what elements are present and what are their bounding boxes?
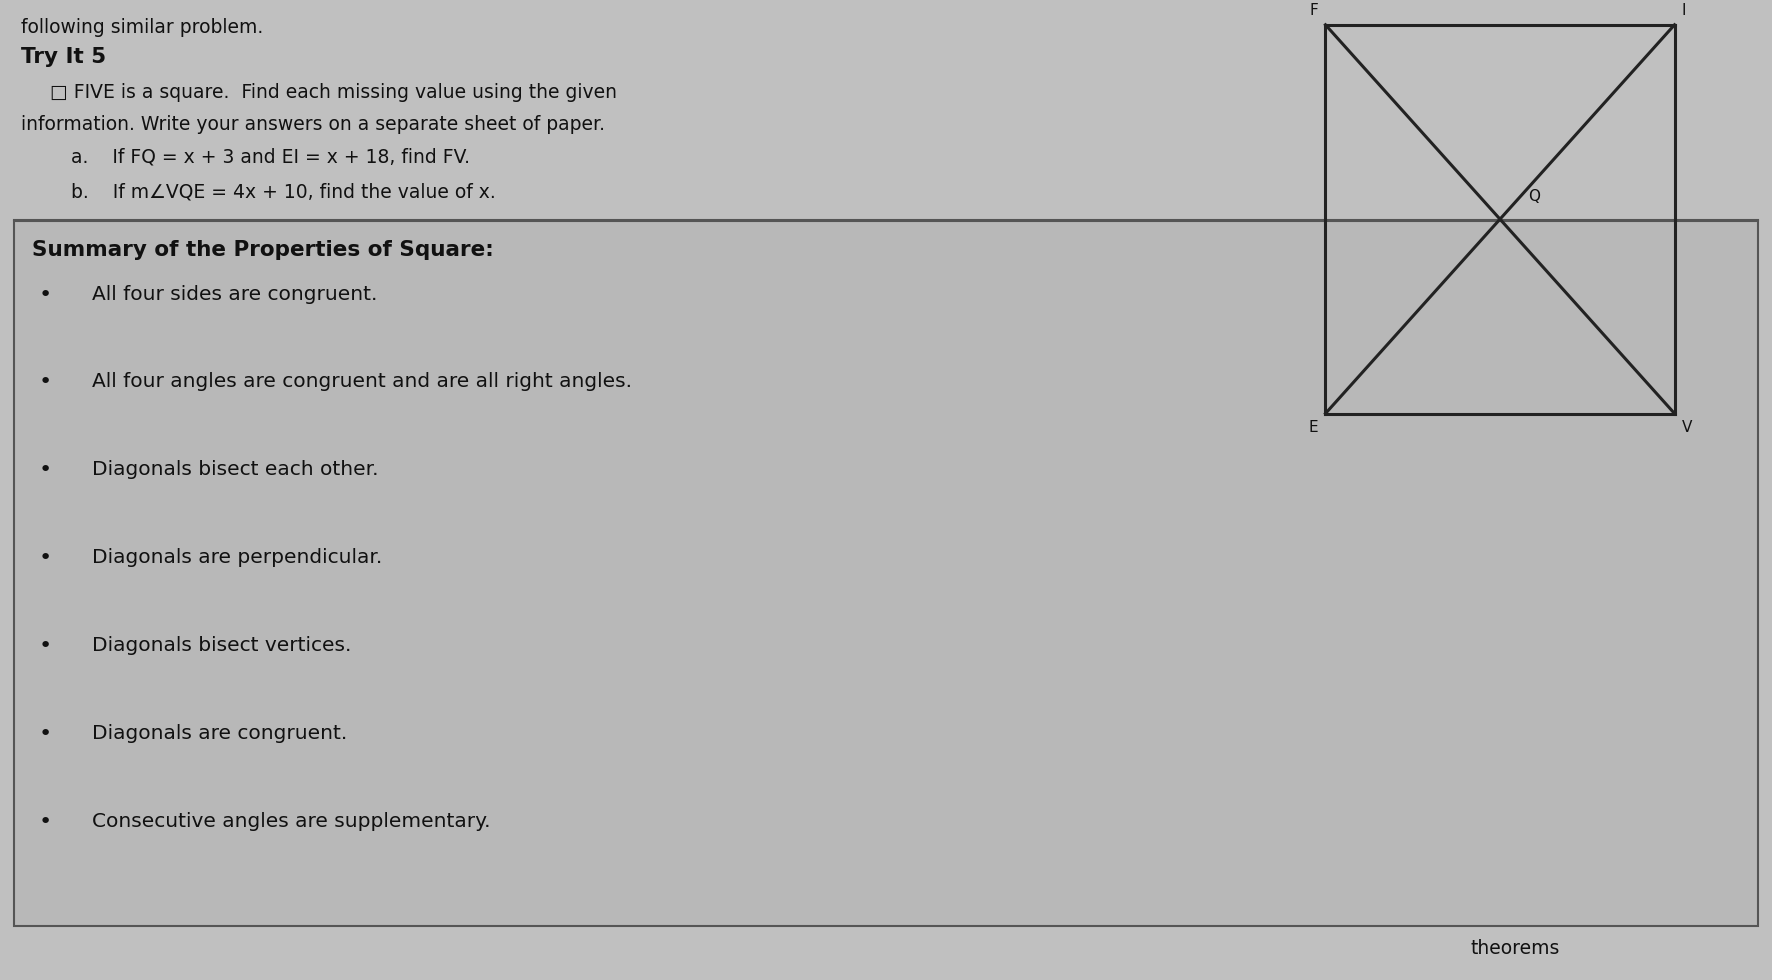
Text: F: F <box>1310 4 1318 19</box>
Text: Try It 5: Try It 5 <box>21 47 106 68</box>
Text: Diagonals are congruent.: Diagonals are congruent. <box>92 724 347 743</box>
Text: •: • <box>39 724 51 744</box>
Text: theorems: theorems <box>1471 939 1559 958</box>
Text: following similar problem.: following similar problem. <box>21 18 264 37</box>
Text: Diagonals bisect each other.: Diagonals bisect each other. <box>92 461 379 479</box>
Text: •: • <box>39 372 51 393</box>
Text: Diagonals bisect vertices.: Diagonals bisect vertices. <box>92 636 351 656</box>
Text: Consecutive angles are supplementary.: Consecutive angles are supplementary. <box>92 812 491 831</box>
Text: a.    If FQ = x + 3 and EI = x + 18, find FV.: a. If FQ = x + 3 and EI = x + 18, find F… <box>71 148 470 167</box>
Text: E: E <box>1310 419 1318 435</box>
Text: •: • <box>39 461 51 480</box>
Text: •: • <box>39 548 51 568</box>
Text: Q: Q <box>1527 188 1540 204</box>
Text: □ FIVE is a square.  Find each missing value using the given: □ FIVE is a square. Find each missing va… <box>50 83 617 102</box>
Text: I: I <box>1682 4 1685 19</box>
Text: information. Write your answers on a separate sheet of paper.: information. Write your answers on a sep… <box>21 115 606 133</box>
Text: •: • <box>39 812 51 832</box>
Text: b.    If m∠VQE = 4x + 10, find the value of x.: b. If m∠VQE = 4x + 10, find the value of… <box>71 182 496 201</box>
Text: All four angles are congruent and are all right angles.: All four angles are congruent and are al… <box>92 372 633 391</box>
Text: Summary of the Properties of Square:: Summary of the Properties of Square: <box>32 240 494 260</box>
Text: Diagonals are perpendicular.: Diagonals are perpendicular. <box>92 548 383 567</box>
Text: All four sides are congruent.: All four sides are congruent. <box>92 284 377 304</box>
Text: V: V <box>1682 419 1692 435</box>
FancyBboxPatch shape <box>14 221 1758 926</box>
Text: •: • <box>39 636 51 657</box>
Text: •: • <box>39 284 51 305</box>
